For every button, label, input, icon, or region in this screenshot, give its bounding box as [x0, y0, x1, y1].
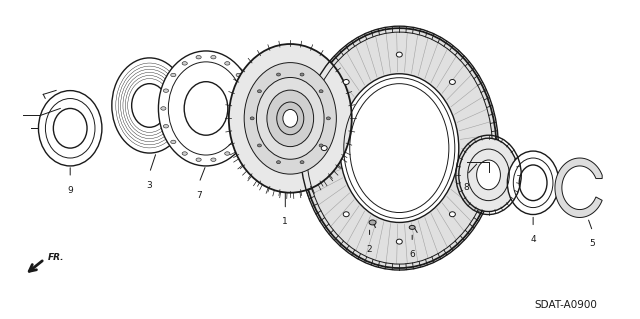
Ellipse shape [257, 78, 324, 159]
Ellipse shape [163, 124, 168, 128]
Ellipse shape [257, 144, 261, 147]
Ellipse shape [244, 63, 337, 174]
Ellipse shape [396, 52, 403, 57]
Ellipse shape [38, 91, 102, 166]
Polygon shape [555, 158, 602, 218]
Ellipse shape [396, 239, 403, 244]
Text: 4: 4 [531, 235, 536, 244]
Ellipse shape [161, 107, 166, 110]
Ellipse shape [321, 145, 327, 151]
Ellipse shape [196, 158, 201, 161]
Text: 3: 3 [147, 181, 152, 190]
Ellipse shape [196, 56, 201, 59]
Ellipse shape [343, 79, 349, 85]
Ellipse shape [243, 89, 249, 93]
Ellipse shape [246, 107, 252, 110]
Ellipse shape [163, 89, 168, 93]
Ellipse shape [508, 151, 559, 214]
Ellipse shape [340, 74, 459, 222]
Text: 1: 1 [282, 218, 288, 226]
Ellipse shape [236, 140, 241, 144]
Ellipse shape [459, 138, 518, 211]
Ellipse shape [300, 73, 304, 76]
Ellipse shape [184, 82, 228, 135]
Ellipse shape [182, 152, 188, 155]
Ellipse shape [449, 212, 456, 217]
Text: SDAT-A0900: SDAT-A0900 [534, 300, 597, 310]
Ellipse shape [283, 109, 298, 127]
Ellipse shape [472, 145, 477, 151]
Text: 2: 2 [367, 245, 372, 254]
Ellipse shape [300, 161, 304, 164]
Ellipse shape [132, 84, 167, 127]
Text: 9: 9 [67, 186, 73, 195]
Ellipse shape [276, 161, 280, 164]
Ellipse shape [276, 73, 280, 76]
Text: 5: 5 [589, 239, 595, 248]
Text: FR.: FR. [47, 253, 64, 262]
Ellipse shape [53, 108, 87, 148]
Ellipse shape [182, 62, 188, 65]
Ellipse shape [171, 73, 176, 77]
Ellipse shape [159, 51, 253, 166]
Ellipse shape [267, 90, 314, 147]
Ellipse shape [171, 140, 176, 144]
Ellipse shape [343, 212, 349, 217]
Ellipse shape [112, 58, 187, 153]
Ellipse shape [519, 165, 547, 201]
Ellipse shape [319, 90, 323, 93]
Text: 8: 8 [464, 183, 470, 192]
Text: 7: 7 [196, 191, 202, 200]
Text: 6: 6 [410, 250, 415, 259]
Ellipse shape [225, 62, 230, 65]
Ellipse shape [236, 73, 241, 77]
Ellipse shape [257, 90, 261, 93]
Ellipse shape [229, 44, 352, 193]
Ellipse shape [302, 28, 497, 268]
Ellipse shape [319, 144, 323, 147]
Ellipse shape [211, 158, 216, 161]
Ellipse shape [276, 102, 304, 135]
Ellipse shape [326, 117, 330, 120]
Ellipse shape [225, 152, 230, 155]
Ellipse shape [369, 220, 376, 225]
Ellipse shape [409, 226, 415, 229]
Ellipse shape [250, 117, 254, 120]
Ellipse shape [211, 56, 216, 59]
Ellipse shape [477, 160, 500, 190]
Ellipse shape [243, 124, 249, 128]
Ellipse shape [449, 79, 456, 85]
